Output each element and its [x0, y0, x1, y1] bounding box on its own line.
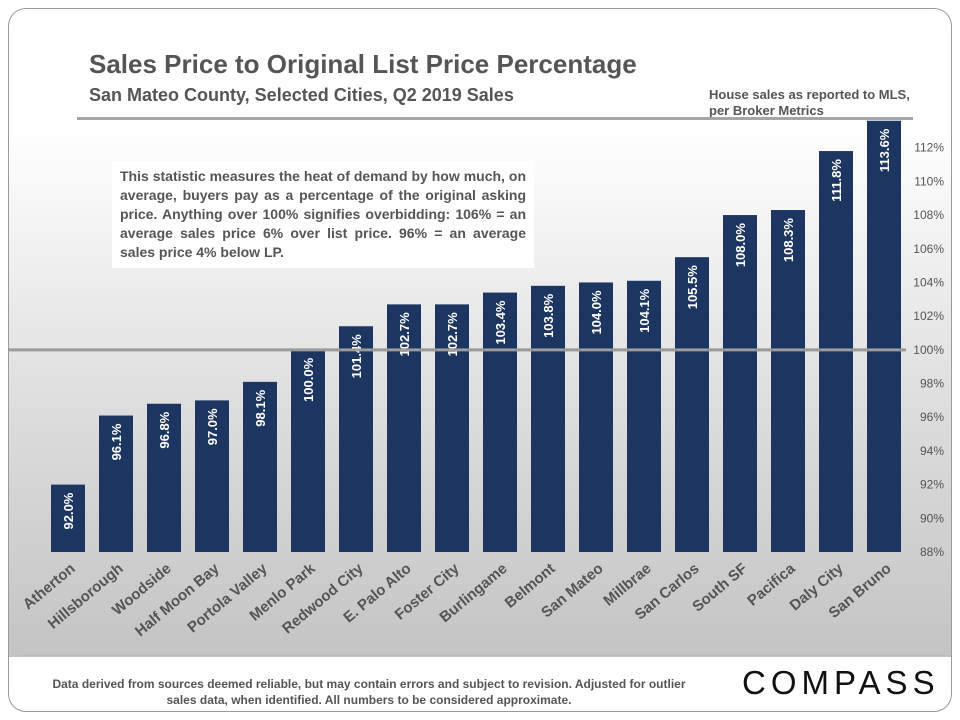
y-tick-label: 110%: [914, 174, 944, 188]
y-tick-label: 112%: [914, 141, 944, 155]
y-tick-label: 98%: [920, 377, 944, 391]
bar: [819, 151, 853, 553]
bar-value-label: 103.4%: [493, 300, 508, 345]
y-tick-label: 102%: [913, 309, 944, 323]
y-tick-label: 92%: [920, 478, 944, 492]
bar: [147, 403, 181, 552]
bar-value-label: 104.1%: [637, 288, 652, 333]
bar: [675, 257, 709, 552]
bar: [867, 120, 901, 552]
bar-value-label: 108.0%: [733, 223, 748, 268]
bar: [51, 484, 85, 552]
bar-value-label: 103.8%: [541, 293, 556, 338]
bar: [243, 381, 277, 552]
bar-value-label: 111.8%: [829, 159, 844, 202]
header-divider: [77, 117, 913, 120]
y-tick-label: 88%: [920, 545, 944, 559]
y-tick-label: 94%: [920, 444, 944, 458]
bar-value-label: 104.0%: [589, 290, 604, 335]
bar: [195, 400, 229, 552]
bar: [723, 215, 757, 553]
bar-value-label: 102.7%: [397, 312, 412, 357]
bar: [387, 304, 421, 552]
bar-value-label: 100.0%: [301, 357, 316, 402]
bar: [531, 285, 565, 552]
bar: [99, 415, 133, 552]
bar: [291, 349, 325, 552]
bar-value-label: 97.0%: [205, 408, 220, 445]
bar-value-label: 92.0%: [61, 492, 76, 529]
compass-logo: COMPASS: [742, 664, 940, 701]
y-tick-label: 96%: [920, 410, 944, 424]
y-tick-label: 100%: [913, 343, 944, 357]
bar: [771, 210, 805, 552]
source-note: House sales as reported to MLS, per Brok…: [709, 87, 910, 118]
category-label: Half Moon Bay: [132, 560, 223, 640]
y-tick-label: 104%: [913, 275, 944, 289]
bar-value-label: 108.3%: [781, 218, 796, 263]
category-label: Redwood City: [279, 560, 367, 638]
explanation-note: This statistic measures the heat of dema…: [112, 161, 534, 268]
bar-value-label: 113.6%: [877, 128, 892, 172]
bar-value-label: 96.1%: [109, 423, 124, 460]
chart-subtitle: San Mateo County, Selected Cities, Q2 20…: [89, 85, 514, 105]
chart-title: Sales Price to Original List Price Perce…: [89, 49, 637, 79]
bar: [339, 326, 373, 552]
bar-value-label: 98.1%: [253, 389, 268, 426]
y-tick-label: 106%: [913, 242, 944, 256]
bar-value-label: 101.4%: [349, 334, 364, 379]
bar: [435, 304, 469, 552]
bar-value-label: 96.8%: [157, 411, 172, 448]
bar: [627, 280, 661, 552]
y-tick-label: 90%: [920, 511, 944, 525]
footer-divider: [17, 655, 951, 656]
footer-disclaimer: Data derived from sources deemed reliabl…: [52, 677, 686, 707]
y-tick-label: 108%: [913, 208, 944, 222]
bar: [579, 282, 613, 552]
bar-value-label: 105.5%: [685, 265, 700, 310]
bar-value-label: 102.7%: [445, 312, 460, 357]
bar: [483, 292, 517, 552]
